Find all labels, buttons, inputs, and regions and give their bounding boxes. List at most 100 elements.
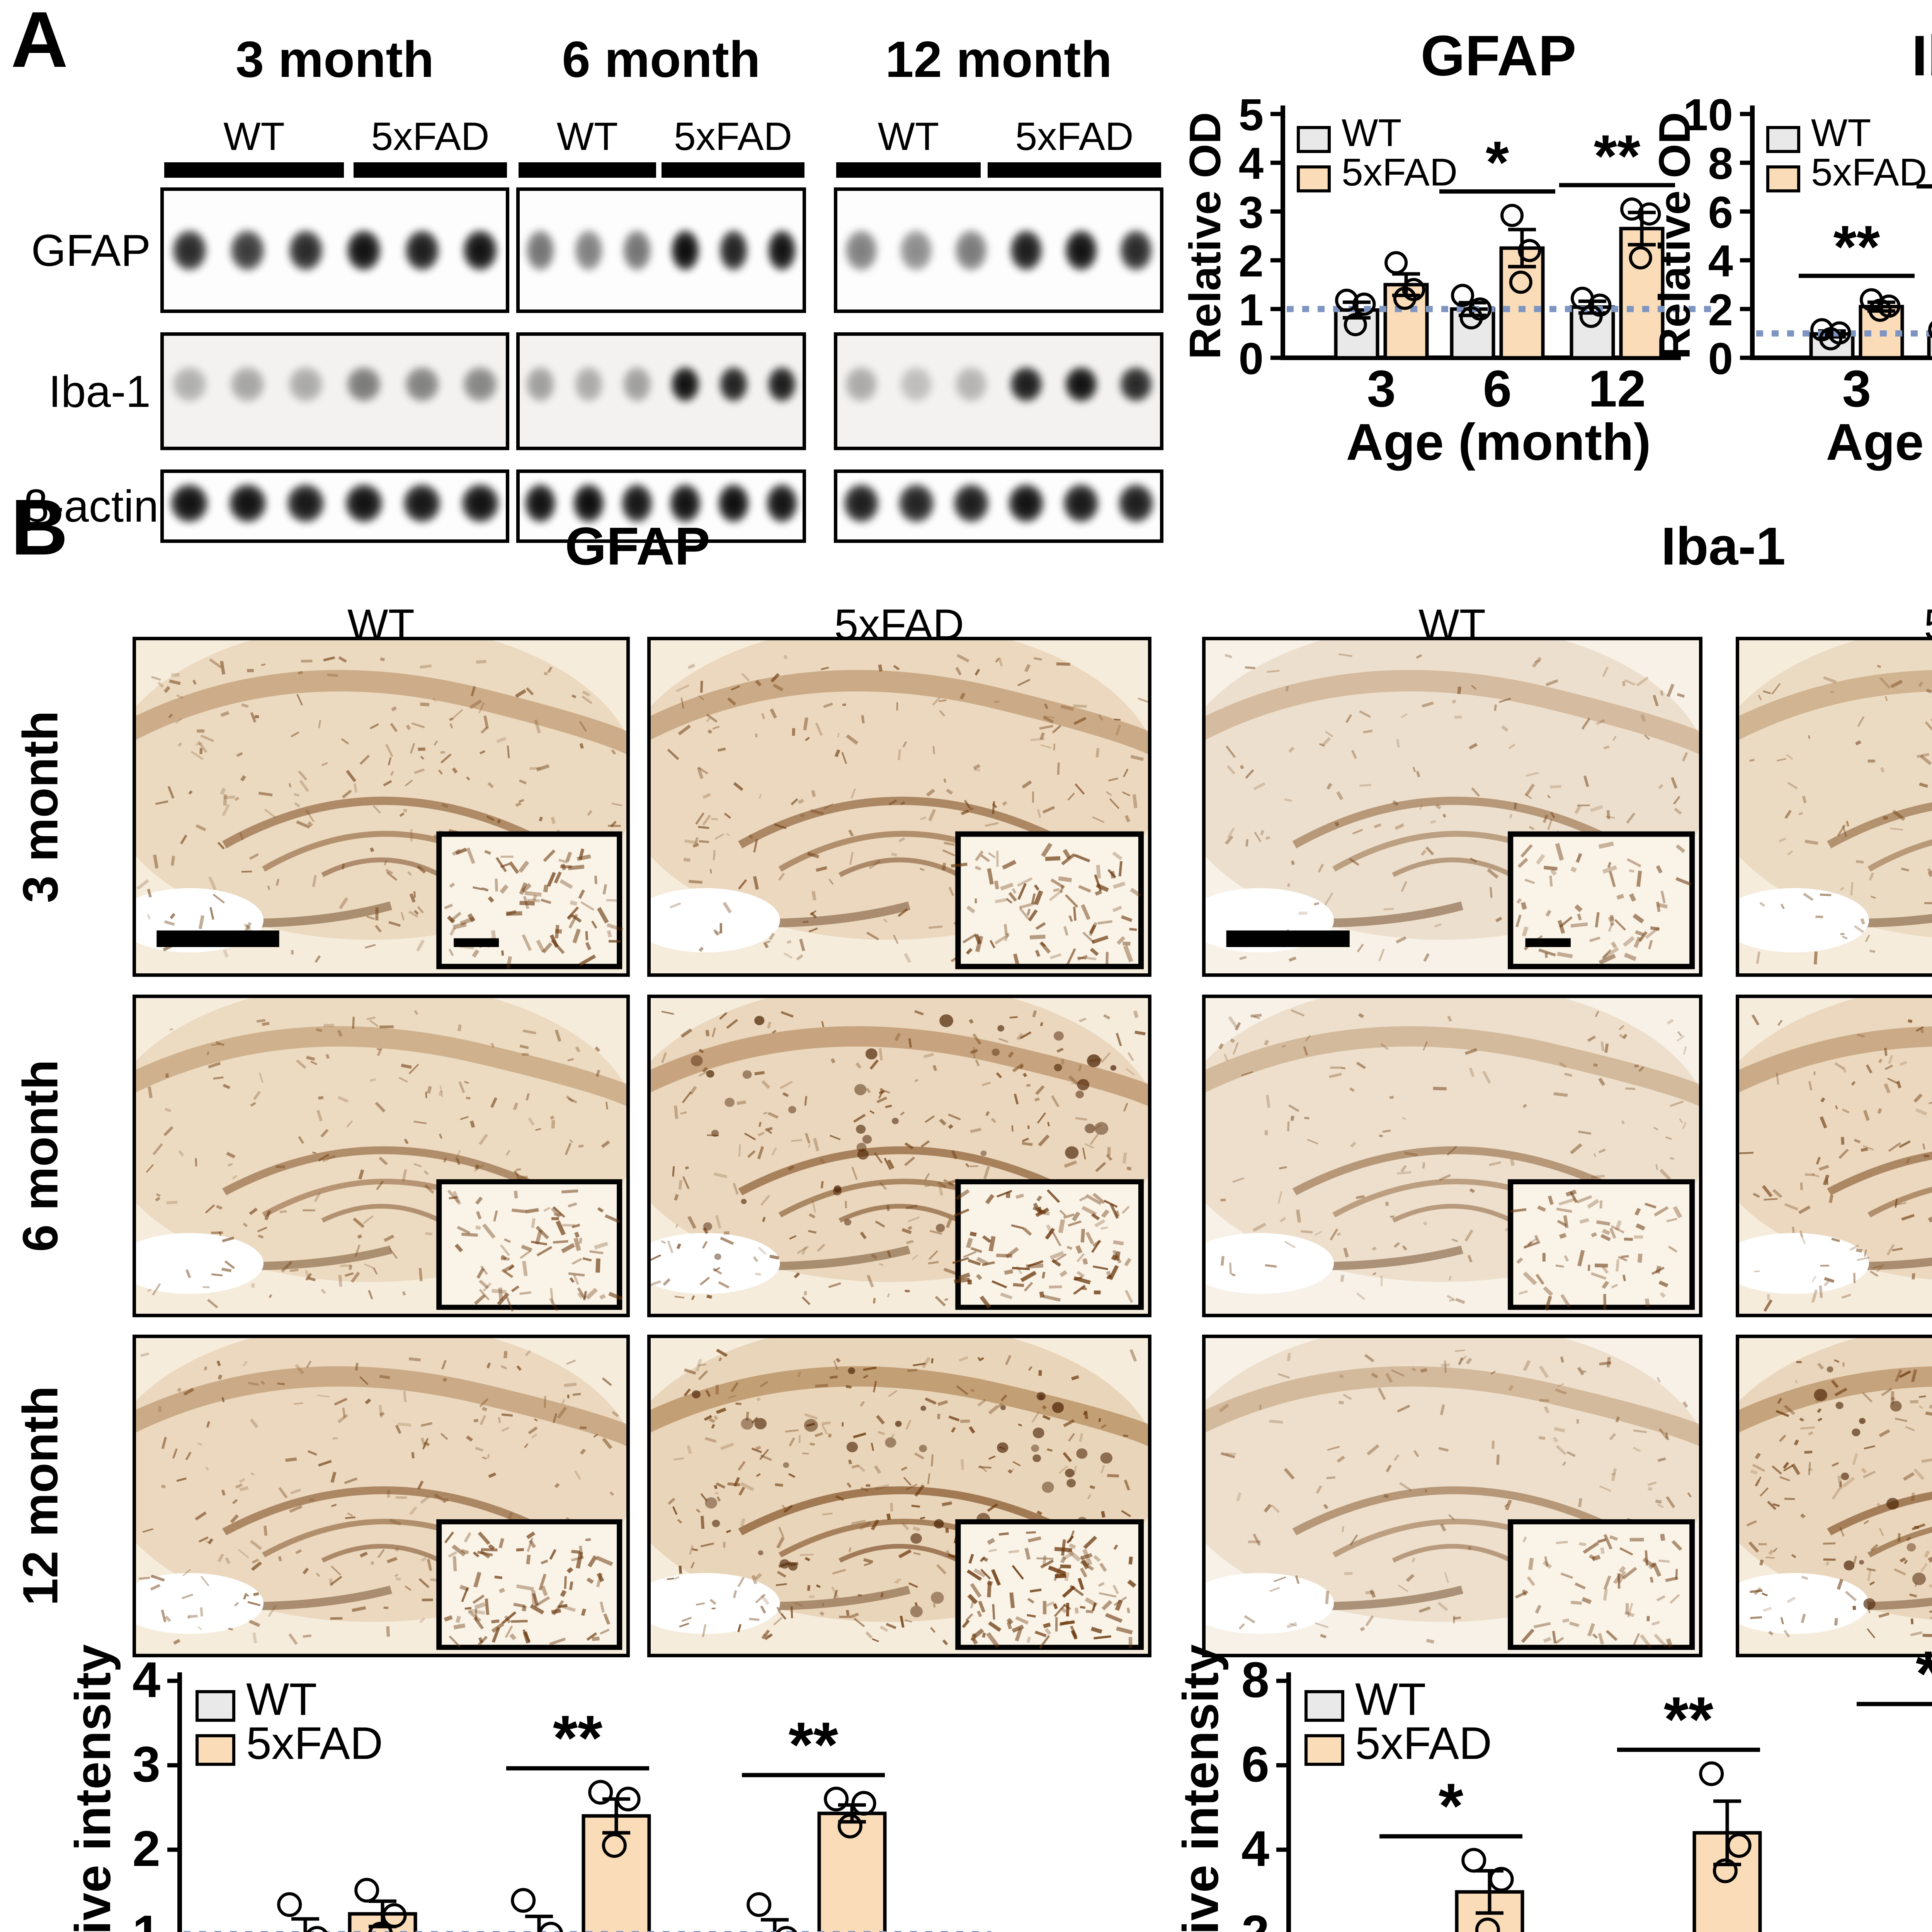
blot-band (524, 483, 557, 524)
stain-speckle (991, 1118, 997, 1123)
stain-speckle (764, 1633, 773, 1640)
stain-speckle (905, 1420, 912, 1430)
inset-speckle (1516, 1257, 1524, 1264)
inset-speckle (586, 1577, 594, 1584)
blot-band (286, 483, 326, 524)
stain-speckle (610, 821, 617, 828)
stain-speckle (1784, 1203, 1798, 1211)
stain-speckle (1464, 1229, 1474, 1242)
stain-speckle (183, 1388, 194, 1396)
stain-speckle (1372, 1272, 1376, 1276)
stain-speckle (557, 1406, 567, 1419)
inset-speckle (513, 1603, 526, 1608)
inset-speckle (1516, 898, 1522, 904)
stain-speckle (1390, 1215, 1395, 1218)
blot-band (287, 366, 324, 403)
inset-speckle (1621, 1255, 1629, 1258)
stain-speckle (330, 1617, 343, 1620)
stain-speckle (1037, 809, 1041, 818)
stain-speckle (169, 679, 181, 685)
stain-speckle (370, 847, 374, 852)
stain-speckle (803, 717, 808, 731)
y-tick-label: 6 (1242, 1736, 1269, 1793)
stain-speckle (1808, 1081, 1813, 1091)
inset-speckle (1051, 1259, 1061, 1267)
stain-speckle (1395, 823, 1405, 830)
stain-speckle (1448, 1276, 1452, 1281)
stain-speckle (383, 1235, 395, 1242)
stain-speckle (1763, 1299, 1773, 1312)
stain-speckle (513, 1102, 519, 1111)
stain-speckle (223, 1084, 231, 1089)
inset-speckle (501, 1611, 517, 1624)
stain-speckle (832, 1569, 846, 1575)
stain-speckle (161, 1609, 167, 1622)
stain-speckle (1857, 1034, 1865, 1037)
stain-speckle (1043, 715, 1055, 719)
month-header-3: 12 month (885, 31, 1112, 88)
inset-speckle (500, 1255, 507, 1260)
stain-speckle (769, 932, 775, 940)
stain-speckle (1869, 949, 1876, 953)
inset-speckle (1060, 885, 1064, 893)
inset-speckle (1550, 869, 1557, 876)
stain-speckle (1771, 683, 1781, 695)
stain-speckle (888, 799, 898, 806)
stain-speckle (1489, 1161, 1502, 1167)
micrograph-image (1206, 640, 1699, 973)
y-tick-label: 4 (133, 1651, 160, 1708)
data-point (539, 1922, 563, 1932)
inset-speckle (1536, 854, 1545, 865)
stain-speckle (1751, 1014, 1760, 1026)
inset-speckle (571, 1223, 580, 1228)
stain-speckle (368, 1290, 373, 1299)
stain-speckle (1252, 1223, 1267, 1232)
stain-speckle (821, 1021, 824, 1027)
stain-speckle (744, 1133, 756, 1141)
stain-speckle (1052, 724, 1061, 734)
stain-speckle (1841, 1137, 1845, 1145)
stain-speckle (897, 749, 901, 760)
stain-speckle (470, 1120, 475, 1128)
stain-speckle (1915, 1026, 1924, 1032)
lane-group-bar (662, 162, 804, 178)
stain-speckle (544, 672, 548, 675)
stain-speckle (835, 1495, 844, 1501)
stain-speckle (1063, 1419, 1075, 1427)
cortex-band (1206, 670, 1699, 754)
inset-speckle (1124, 1290, 1133, 1303)
stain-speckle (983, 1166, 990, 1179)
stain-speckle (770, 708, 777, 719)
stain-speckle (389, 1248, 398, 1259)
stain-speckle (767, 1129, 772, 1134)
hippocampus-arc (738, 796, 1051, 849)
stain-speckle (723, 901, 732, 913)
stain-speckle (1101, 1424, 1107, 1429)
stain-speckle (250, 1540, 262, 1550)
stain-speckle (821, 667, 829, 670)
micrograph-image (1739, 640, 1932, 973)
inset-speckle (987, 868, 994, 885)
inset-speckle (592, 1636, 600, 1641)
stain-speckle (327, 673, 338, 677)
inset-speckle (1601, 1281, 1609, 1289)
stain-speckle (1095, 748, 1100, 758)
stain-speckle (1123, 769, 1129, 777)
stain-speckle (751, 1575, 758, 1585)
stain-speckle (682, 1176, 690, 1189)
plaque-cluster (862, 1135, 872, 1144)
inset-speckle (579, 954, 596, 966)
stain-speckle (383, 780, 392, 787)
inset-speckle (527, 899, 540, 902)
stain-speckle (1355, 1195, 1365, 1199)
stain-speckle (667, 1498, 675, 1505)
inset-speckle (554, 871, 562, 884)
stain-speckle (1870, 1270, 1879, 1277)
plaque-cluster (742, 1070, 752, 1079)
stain-speckle (1397, 1171, 1412, 1175)
stain-speckle (417, 1480, 424, 1490)
stain-speckle (1591, 1174, 1605, 1179)
stain-speckle (1927, 868, 1932, 873)
lane-group-bar (519, 162, 656, 178)
stain-speckle (860, 1487, 869, 1492)
